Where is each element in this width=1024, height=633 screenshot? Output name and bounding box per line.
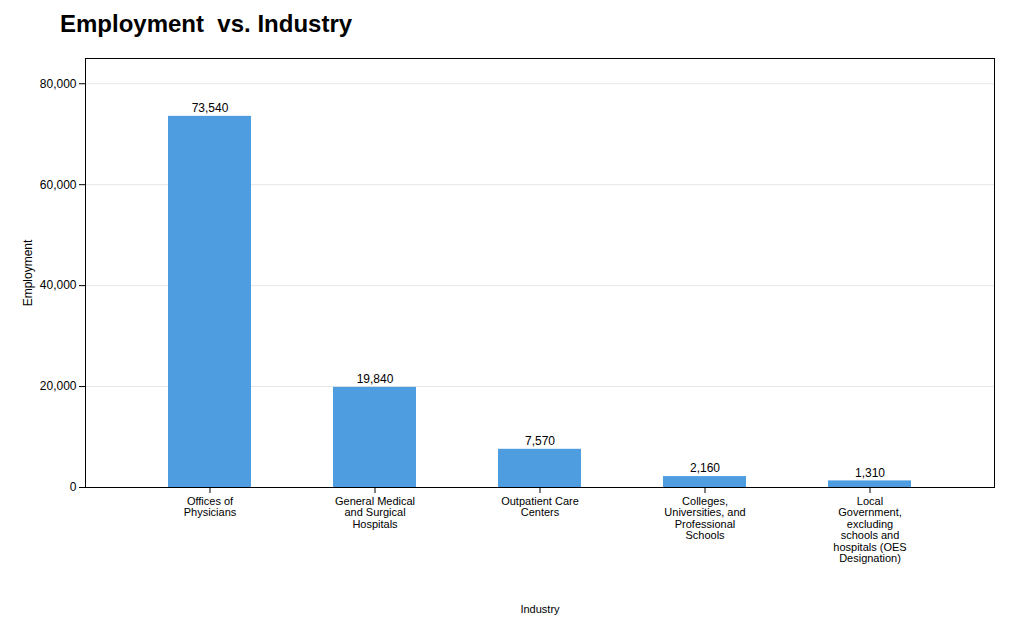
svg-text:LocalGovernment,excludingschoo: LocalGovernment,excludingschools andhosp…	[833, 495, 906, 565]
svg-text:60,000: 60,000	[40, 178, 77, 192]
html-text:Employment vs. Industry: Employment vs. Industry	[60, 10, 353, 37]
svg-text:19,840: 19,840	[357, 372, 394, 386]
svg-text:Industry: Industry	[520, 603, 560, 615]
svg-text:2,160: 2,160	[690, 461, 720, 475]
svg-text:0: 0	[70, 480, 77, 494]
svg-text:Colleges,Universities, andProf: Colleges,Universities, andProfessionalSc…	[664, 495, 745, 542]
svg-text:General Medicaland SurgicalHos: General Medicaland SurgicalHospitals	[335, 495, 415, 530]
svg-text:73,540: 73,540	[192, 101, 229, 115]
svg-text:1,310: 1,310	[855, 466, 885, 480]
svg-text:7,570: 7,570	[525, 434, 555, 448]
svg-text:80,000: 80,000	[40, 77, 77, 91]
svg-text:20,000: 20,000	[40, 379, 77, 393]
svg-text:Employment: Employment	[21, 239, 35, 306]
svg-text:Offices ofPhysicians: Offices ofPhysicians	[184, 495, 237, 519]
svg-text:40,000: 40,000	[40, 278, 77, 292]
svg-text:Outpatient CareCenters: Outpatient CareCenters	[501, 495, 579, 519]
